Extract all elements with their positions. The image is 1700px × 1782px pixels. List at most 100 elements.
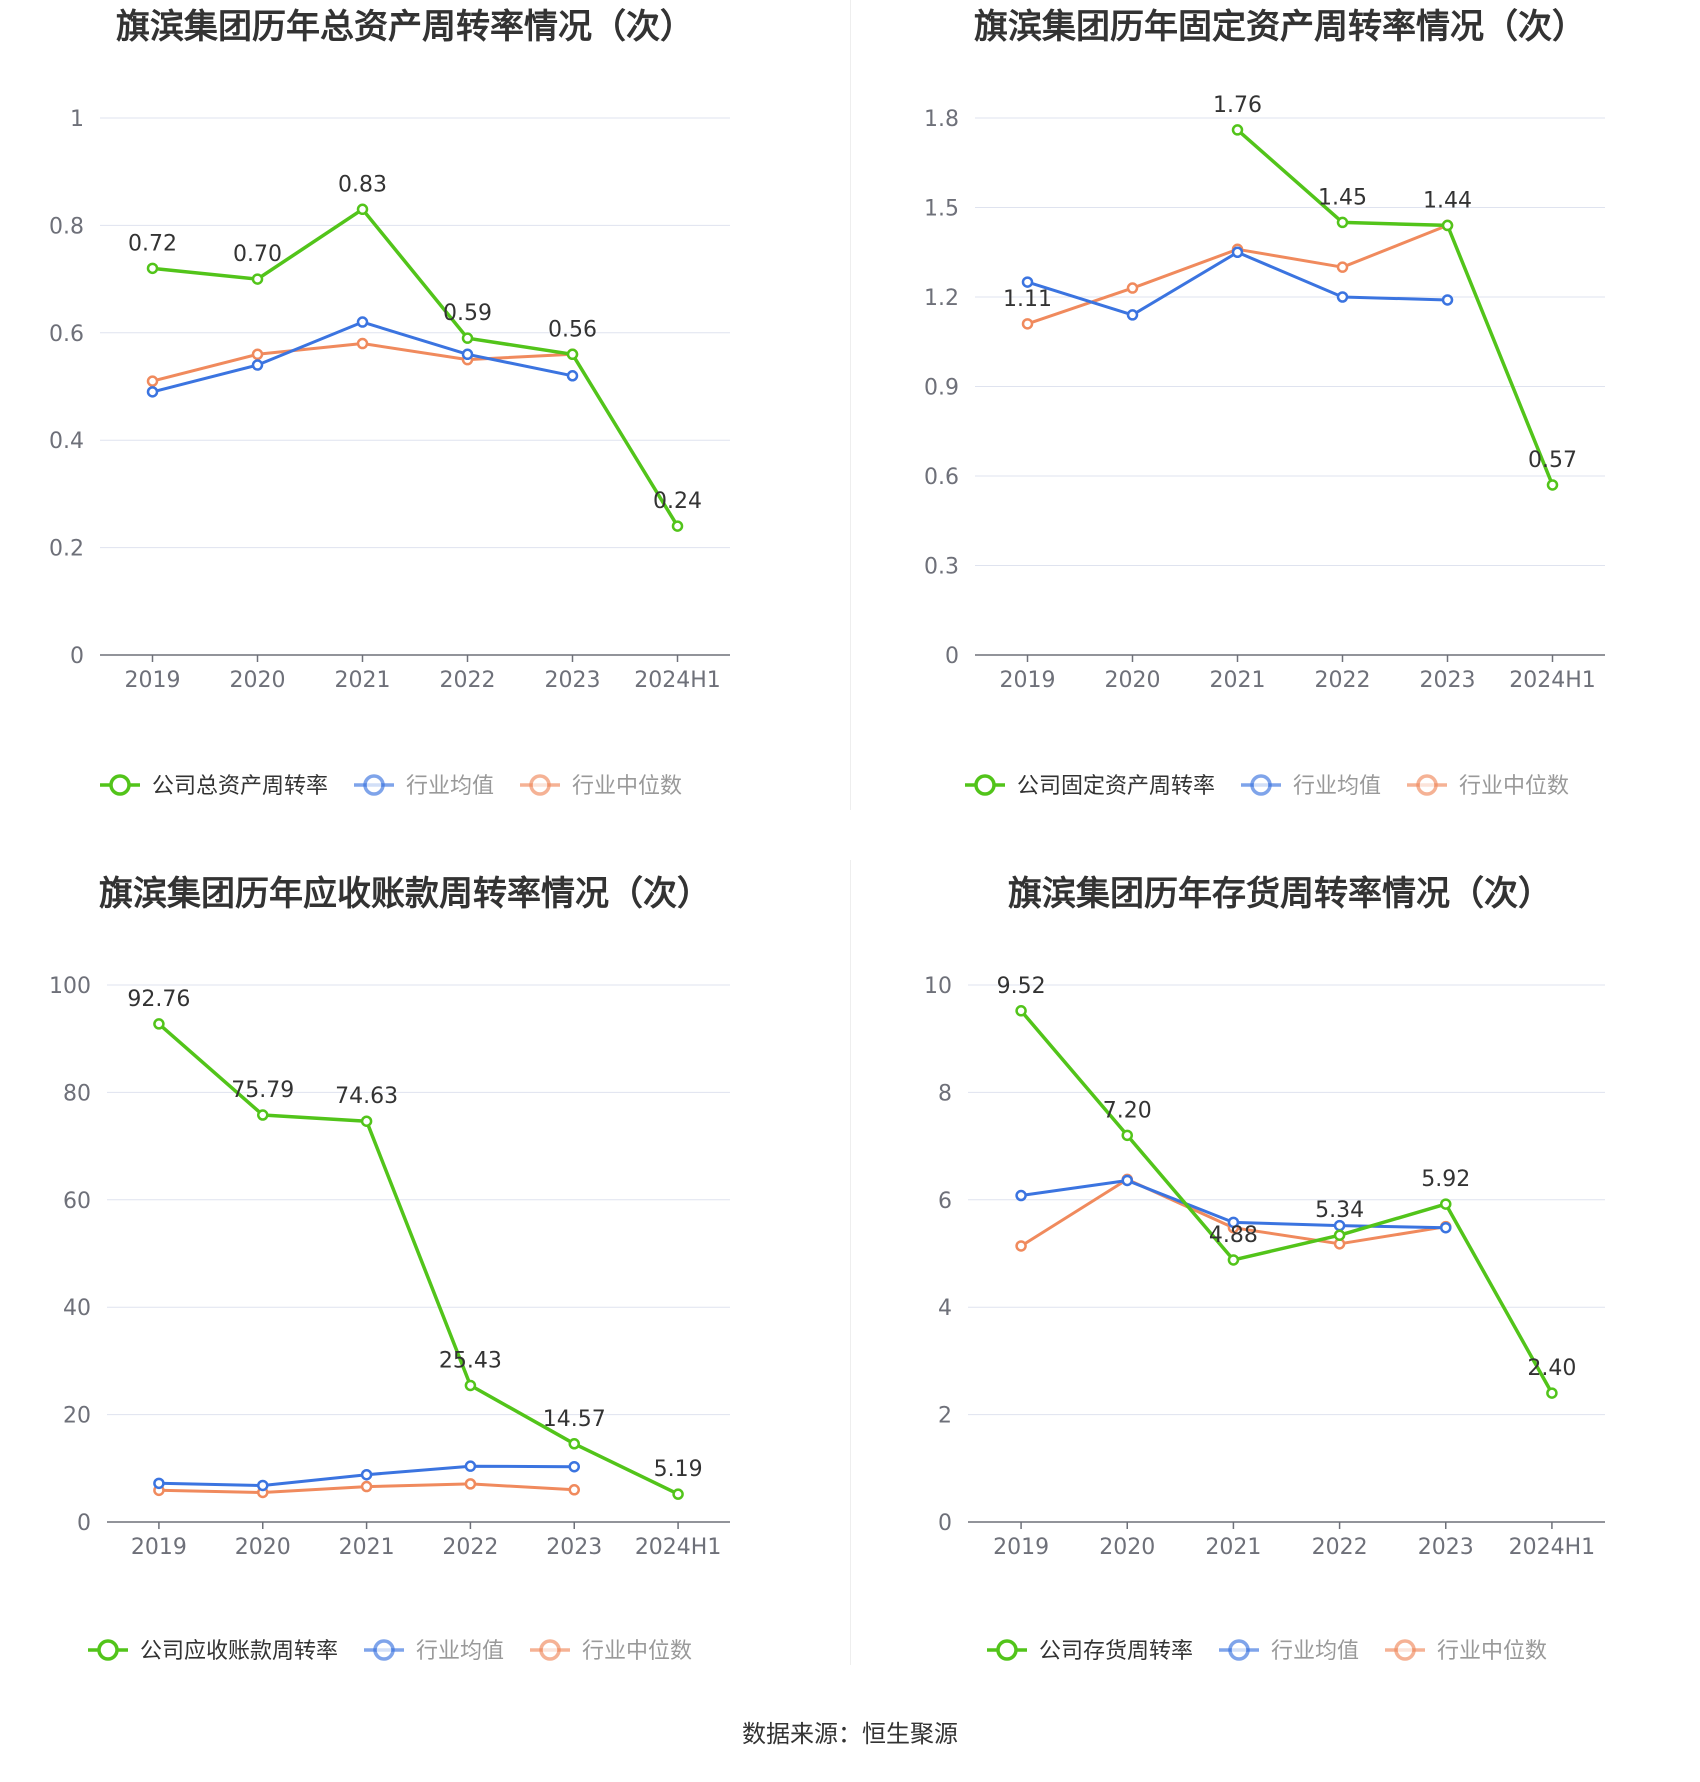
y-tick-label: 1.5 xyxy=(924,197,959,222)
chart-title: 旗滨集团历年固定资产周转率情况（次） xyxy=(974,7,1586,47)
data-point-avg xyxy=(360,1468,373,1481)
legend-marker-avg xyxy=(1228,1639,1250,1661)
data-point-company xyxy=(672,1488,684,1500)
data-point-avg xyxy=(568,1460,580,1473)
x-tick-label: 2021 xyxy=(335,668,391,693)
data-point-avg xyxy=(461,348,474,361)
x-tick-label: 2021 xyxy=(1205,1535,1261,1560)
data-point-avg xyxy=(1021,276,1034,288)
x-tick-label: 2019 xyxy=(125,668,181,693)
x-tick-label: 2019 xyxy=(131,1535,187,1560)
legend-marker-avg xyxy=(373,1639,395,1661)
data-point-avg xyxy=(1441,294,1454,306)
legend-label-company: 公司存货周转率 xyxy=(1039,1639,1193,1664)
legend-marker-median xyxy=(529,774,551,796)
data-label: 7.20 xyxy=(1103,1098,1152,1123)
legend-label-median: 行业中位数 xyxy=(1437,1639,1547,1664)
data-label: 1.76 xyxy=(1213,93,1262,118)
data-point-company xyxy=(1336,216,1349,229)
series-avg xyxy=(146,316,579,398)
data-point-avg xyxy=(356,316,369,328)
data-point-median xyxy=(1126,282,1139,294)
chart-title: 旗滨集团历年总资产周转率情况（次） xyxy=(116,7,694,47)
x-tick-label: 2022 xyxy=(1312,1535,1368,1560)
x-tick-label: 2024H1 xyxy=(1509,668,1596,693)
series-company xyxy=(153,1018,684,1500)
data-label: 5.34 xyxy=(1315,1198,1364,1223)
chart-title: 旗滨集团历年存货周转率情况（次） xyxy=(1008,874,1552,914)
legend-marker-median xyxy=(1416,774,1438,796)
data-label: 92.76 xyxy=(127,987,190,1012)
y-tick-label: 4 xyxy=(938,1296,952,1321)
data-source: 数据来源：恒生聚源 xyxy=(742,1720,958,1748)
legend: 公司应收账款周转率 行业均值 行业中位数 xyxy=(88,1639,692,1664)
x-tick-label: 2019 xyxy=(993,1535,1049,1560)
data-label: 5.19 xyxy=(654,1457,703,1482)
data-point-company xyxy=(153,1018,165,1030)
data-point-company xyxy=(1546,479,1559,491)
data-point-company xyxy=(568,1438,580,1450)
series-line-avg xyxy=(1027,250,1448,317)
series-line-company xyxy=(152,207,679,528)
y-tick-label: 0.6 xyxy=(924,465,959,490)
x-tick-label: 2022 xyxy=(1315,668,1371,693)
series-median xyxy=(1021,219,1454,330)
x-tick-label: 2021 xyxy=(339,1535,395,1560)
legend-marker-company xyxy=(97,1639,119,1661)
data-label: 75.79 xyxy=(231,1078,294,1103)
chart-1: 旗滨集团历年总资产周转率情况（次） 0 0.2 0.4 0.6 0.8 1 2019 2020 2… xyxy=(49,7,730,799)
data-point-company xyxy=(360,1115,373,1127)
y-tick-label: 20 xyxy=(63,1404,91,1429)
data-point-median xyxy=(1021,318,1034,330)
data-label: 5.92 xyxy=(1421,1167,1470,1192)
chart-3: 旗滨集团历年应收账款周转率情况（次） 0 20 40 60 80 100 2019 2020 20… xyxy=(49,874,730,1664)
legend: 公司固定资产周转率 行业均值 行业中位数 xyxy=(965,774,1569,799)
series-line-company xyxy=(157,1022,679,1496)
legend-label-avg: 行业均值 xyxy=(416,1639,504,1664)
series-company xyxy=(146,203,684,532)
legend: 公司总资产周转率 行业均值 行业中位数 xyxy=(100,774,682,799)
legend-marker-company xyxy=(109,774,131,796)
data-point-company xyxy=(1333,1229,1346,1241)
data-label: 2.40 xyxy=(1527,1356,1576,1381)
data-label: 0.70 xyxy=(233,242,282,267)
data-label: 0.56 xyxy=(548,317,597,342)
legend-marker-median xyxy=(1394,1639,1416,1661)
x-tick-label: 2023 xyxy=(546,1535,602,1560)
data-point-company xyxy=(1121,1129,1133,1142)
y-tick-label: 6 xyxy=(938,1189,952,1214)
y-tick-label: 80 xyxy=(63,1081,91,1106)
data-label: 0.59 xyxy=(443,301,492,326)
data-point-company xyxy=(671,520,684,532)
data-label: 4.88 xyxy=(1209,1223,1258,1248)
data-label: 25.43 xyxy=(439,1348,502,1373)
legend-marker-avg xyxy=(363,774,385,796)
chart-title: 旗滨集团历年应收账款周转率情况（次） xyxy=(99,874,711,914)
y-tick-label: 0.4 xyxy=(49,429,84,454)
y-tick-label: 0 xyxy=(70,644,84,669)
data-point-company xyxy=(1440,1198,1452,1210)
data-point-company xyxy=(1015,1005,1027,1017)
data-point-avg xyxy=(1336,291,1349,303)
x-tick-label: 2022 xyxy=(440,668,496,693)
data-point-avg xyxy=(1440,1221,1452,1234)
legend-marker-company xyxy=(996,1639,1018,1661)
legend-label-median: 行业中位数 xyxy=(572,774,682,799)
data-label: 14.57 xyxy=(543,1407,606,1432)
x-tick-label: 2023 xyxy=(545,668,601,693)
data-point-avg xyxy=(1227,1216,1240,1229)
data-point-avg xyxy=(1231,246,1244,258)
legend-marker-avg xyxy=(1250,774,1272,796)
data-point-avg xyxy=(251,359,264,371)
series-company xyxy=(1231,124,1559,491)
data-point-avg xyxy=(1015,1189,1027,1202)
data-point-avg xyxy=(566,370,579,382)
data-label: 0.24 xyxy=(653,489,702,514)
series-line-company xyxy=(1236,128,1555,486)
data-point-median xyxy=(146,375,159,387)
y-tick-label: 8 xyxy=(938,1081,952,1106)
data-point-company xyxy=(146,262,159,275)
x-tick-label: 2020 xyxy=(1105,668,1161,693)
